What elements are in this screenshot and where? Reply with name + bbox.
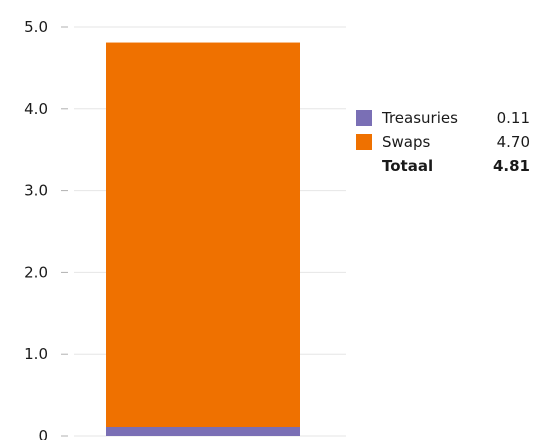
legend-row-total: Totaal 4.81 <box>356 154 530 178</box>
legend-row-treasuries: Treasuries 0.11 <box>356 106 530 130</box>
y-tick-label-5: 5.0 <box>24 18 48 36</box>
legend-swatch-swaps <box>356 134 372 150</box>
legend-label-total: Totaal <box>382 157 434 175</box>
legend: Treasuries 0.11 Swaps 4.70 Totaal 4.81 <box>356 106 530 178</box>
bar-segment-swaps <box>106 42 300 428</box>
legend-value-swaps: 4.70 <box>496 133 530 151</box>
y-tick-label-0: 0 <box>38 427 48 440</box>
legend-swatch-treasuries <box>356 110 372 126</box>
legend-value-treasuries: 0.11 <box>496 109 530 127</box>
y-tick-label-2: 2.0 <box>24 263 48 281</box>
legend-label-treasuries: Treasuries <box>382 109 458 127</box>
y-tick-label-1: 1.0 <box>24 345 48 363</box>
y-tick-label-4: 4.0 <box>24 100 48 118</box>
legend-label-swaps: Swaps <box>382 133 431 151</box>
legend-value-total: 4.81 <box>492 157 530 175</box>
legend-row-swaps: Swaps 4.70 <box>356 130 530 154</box>
bar-segment-treasuries <box>106 427 300 436</box>
y-tick-label-3: 3.0 <box>24 182 48 200</box>
